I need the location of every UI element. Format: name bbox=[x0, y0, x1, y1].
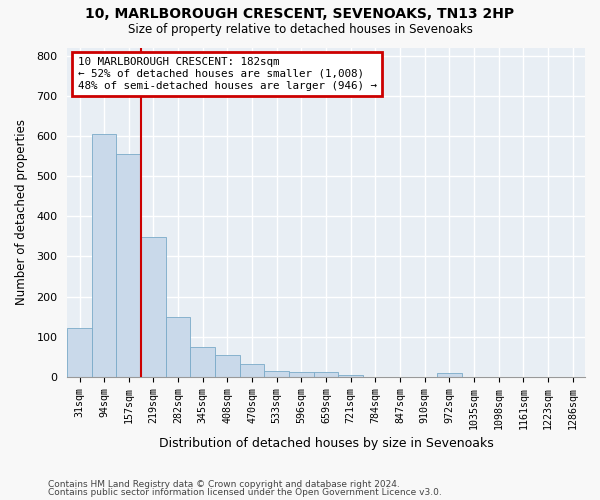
Text: Contains HM Land Registry data © Crown copyright and database right 2024.: Contains HM Land Registry data © Crown c… bbox=[48, 480, 400, 489]
Text: 10 MARLBOROUGH CRESCENT: 182sqm
← 52% of detached houses are smaller (1,008)
48%: 10 MARLBOROUGH CRESCENT: 182sqm ← 52% of… bbox=[77, 58, 377, 90]
Text: Contains public sector information licensed under the Open Government Licence v3: Contains public sector information licen… bbox=[48, 488, 442, 497]
X-axis label: Distribution of detached houses by size in Sevenoaks: Distribution of detached houses by size … bbox=[159, 437, 493, 450]
Bar bbox=[190, 347, 215, 377]
Bar bbox=[166, 318, 190, 377]
Bar bbox=[67, 328, 92, 377]
Text: Size of property relative to detached houses in Sevenoaks: Size of property relative to detached ho… bbox=[128, 22, 472, 36]
Bar bbox=[437, 374, 462, 377]
Bar bbox=[116, 154, 141, 377]
Bar bbox=[240, 364, 265, 377]
Text: 10, MARLBOROUGH CRESCENT, SEVENOAKS, TN13 2HP: 10, MARLBOROUGH CRESCENT, SEVENOAKS, TN1… bbox=[85, 8, 515, 22]
Bar bbox=[141, 237, 166, 377]
Bar bbox=[215, 355, 240, 377]
Bar bbox=[314, 372, 338, 377]
Bar bbox=[289, 372, 314, 377]
Bar bbox=[338, 375, 363, 377]
Bar bbox=[265, 372, 289, 377]
Bar bbox=[92, 134, 116, 377]
Y-axis label: Number of detached properties: Number of detached properties bbox=[15, 119, 28, 305]
